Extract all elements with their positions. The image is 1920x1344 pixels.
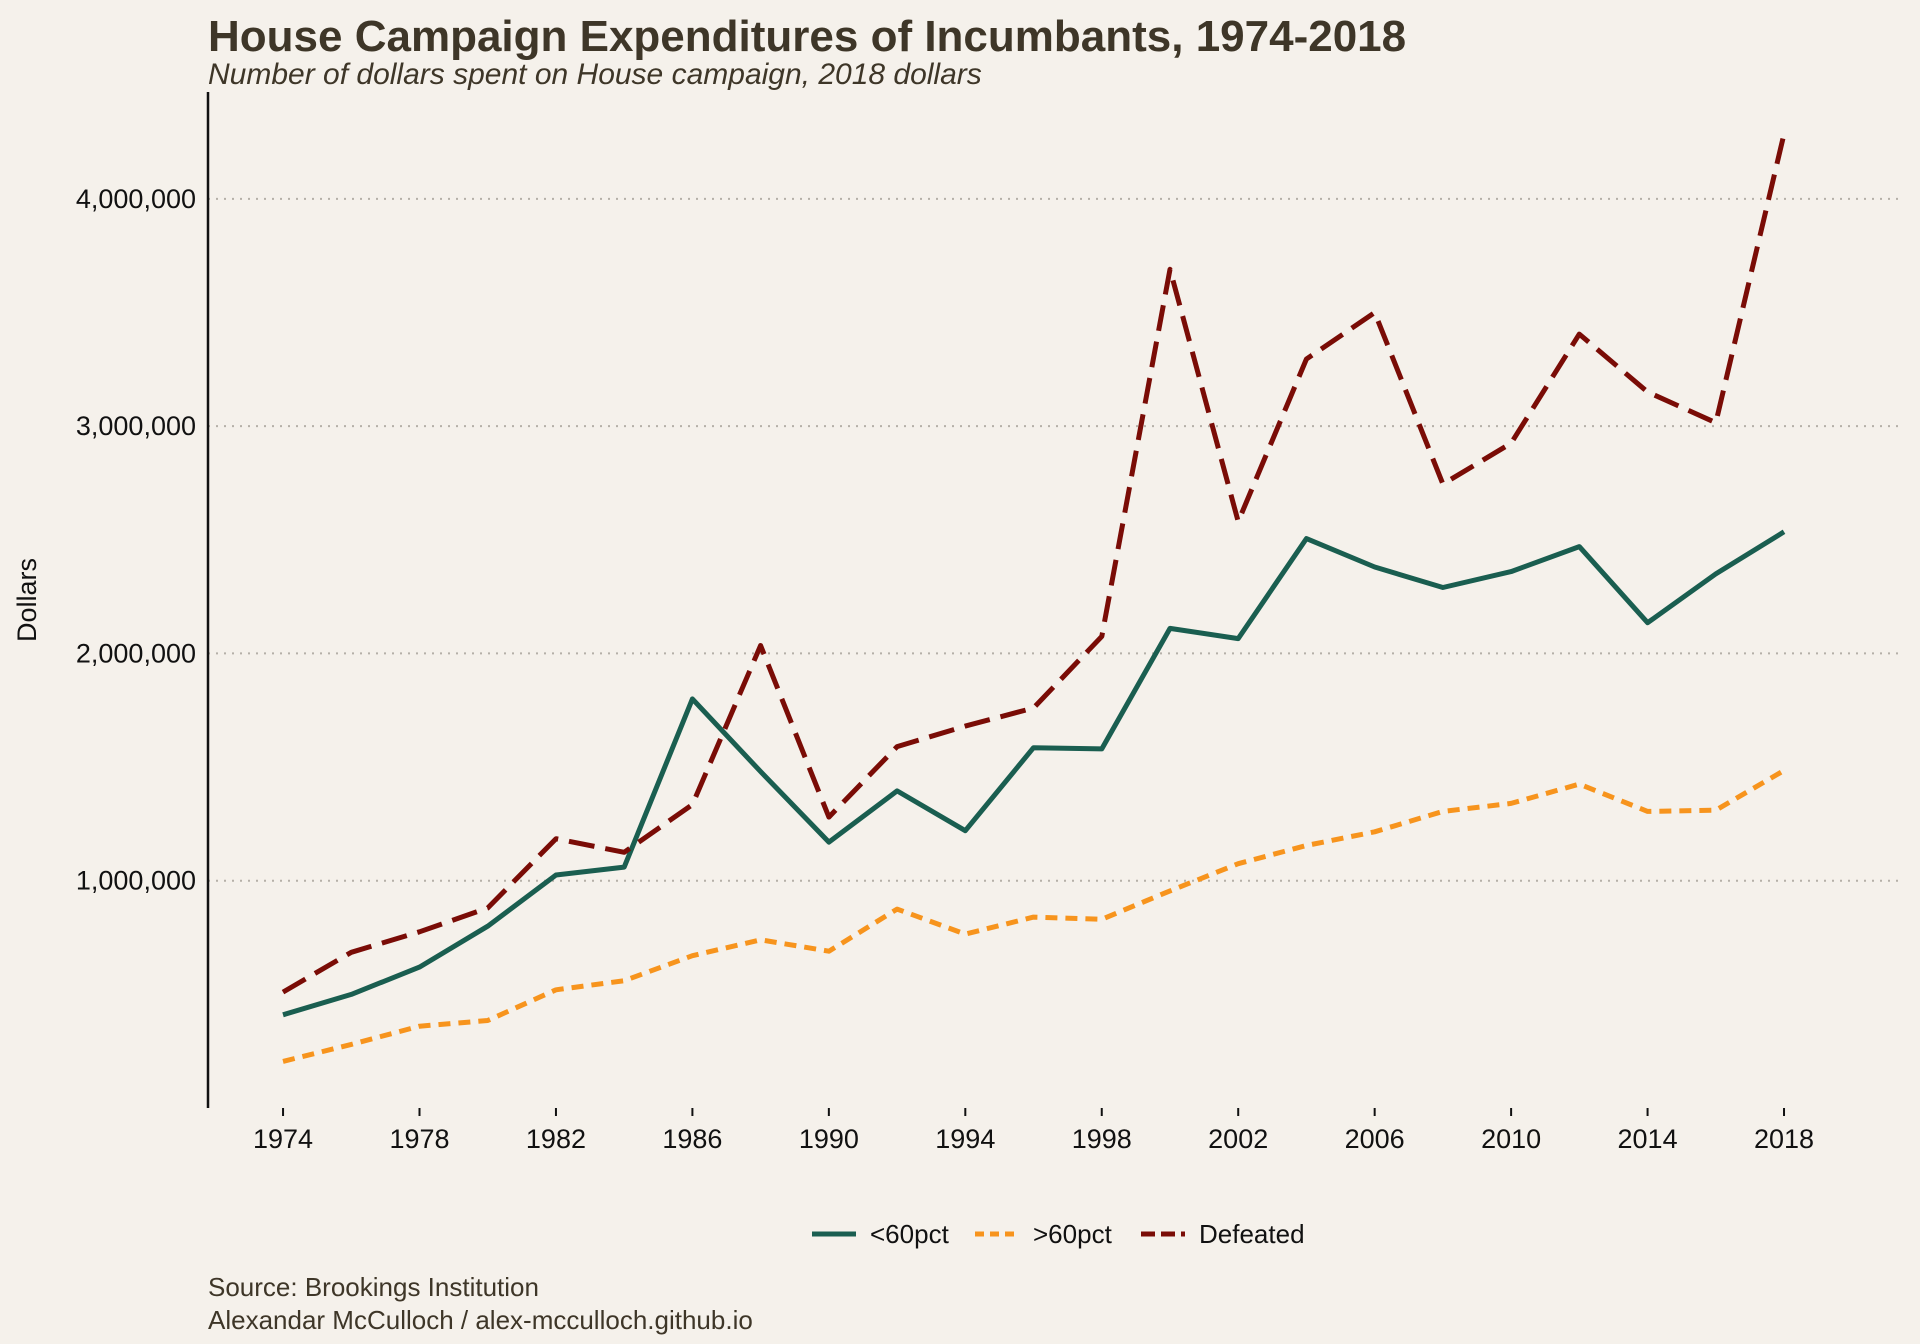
caption-source: Source: Brookings Institution	[208, 1272, 539, 1302]
x-tick-label: 1990	[799, 1124, 859, 1154]
caption-author: Alexandar McCulloch / alex-mcculloch.git…	[208, 1305, 753, 1335]
axes: 1,000,000 2,000,000 3,000,000 4,000,000 Doll…	[12, 92, 1814, 1154]
x-tick-label: 2006	[1345, 1124, 1405, 1154]
y-tick-label: 2,000,000	[76, 638, 196, 668]
x-tick-label: 1974	[253, 1124, 313, 1154]
x-tick-label: 1994	[935, 1124, 995, 1154]
y-tick-label: 1,000,000	[76, 866, 196, 896]
chart-title: House Campaign Expenditures of Incumbant…	[208, 12, 1407, 61]
x-tick-label: 2014	[1618, 1124, 1678, 1154]
x-tick-label: 1986	[662, 1124, 722, 1154]
series-lines	[281, 133, 1787, 1064]
legend: <60pct >60pct Defeated	[812, 1219, 1305, 1249]
x-tick-label: 2018	[1754, 1124, 1814, 1154]
x-tick-label: 2010	[1481, 1124, 1541, 1154]
legend-label-1: >60pct	[1033, 1219, 1113, 1249]
series-line-0	[282, 529, 1786, 1018]
y-tick-label: 3,000,000	[76, 411, 196, 441]
series-line-1	[282, 768, 1786, 1064]
x-tick-label: 1998	[1072, 1124, 1132, 1154]
y-axis-title: Dollars	[12, 558, 42, 642]
legend-label-0: <60pct	[870, 1219, 950, 1249]
series-line-2	[281, 133, 1787, 995]
x-tick-label: 1978	[389, 1124, 449, 1154]
x-tick-label: 2002	[1208, 1124, 1268, 1154]
legend-label-2: Defeated	[1199, 1219, 1305, 1249]
y-tick-label: 4,000,000	[76, 184, 196, 214]
chart-subtitle: Number of dollars spent on House campaig…	[208, 58, 982, 91]
x-tick-label: 1982	[526, 1124, 586, 1154]
gridlines	[208, 197, 1900, 882]
